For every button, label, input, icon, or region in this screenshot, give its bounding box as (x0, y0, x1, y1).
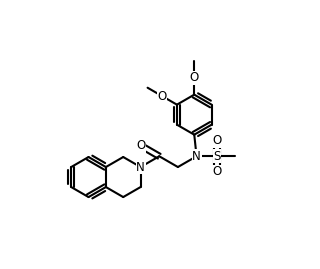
Text: N: N (192, 150, 201, 163)
Text: O: O (212, 134, 222, 147)
Text: O: O (190, 71, 199, 84)
Text: S: S (213, 150, 221, 163)
Text: O: O (158, 90, 167, 103)
Text: O: O (136, 139, 145, 152)
Text: O: O (212, 165, 222, 178)
Text: N: N (136, 161, 145, 174)
